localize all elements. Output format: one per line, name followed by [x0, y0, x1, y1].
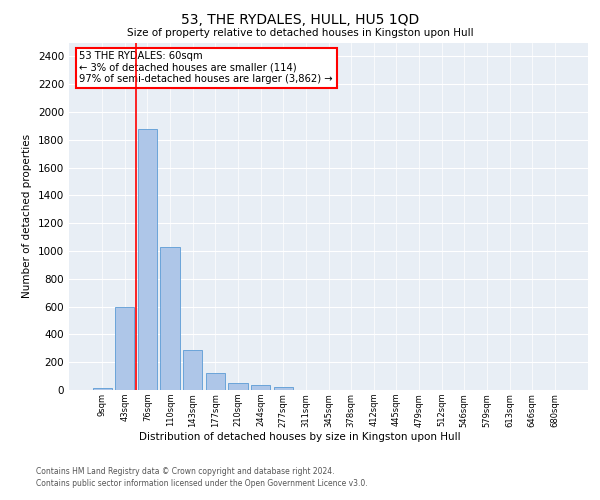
Text: Distribution of detached houses by size in Kingston upon Hull: Distribution of detached houses by size …	[139, 432, 461, 442]
Text: Contains public sector information licensed under the Open Government Licence v3: Contains public sector information licen…	[36, 479, 368, 488]
Bar	[251, 385, 270, 390]
Text: Contains HM Land Registry data © Crown copyright and database right 2024.: Contains HM Land Registry data © Crown c…	[36, 468, 335, 476]
Y-axis label: Number of detached properties: Number of detached properties	[22, 134, 32, 298]
Bar	[183, 350, 202, 390]
Text: 53, THE RYDALES, HULL, HU5 1QD: 53, THE RYDALES, HULL, HU5 1QD	[181, 12, 419, 26]
Bar	[160, 247, 180, 390]
Bar	[274, 387, 293, 390]
Bar	[138, 128, 157, 390]
Text: Size of property relative to detached houses in Kingston upon Hull: Size of property relative to detached ho…	[127, 28, 473, 38]
Text: 53 THE RYDALES: 60sqm
← 3% of detached houses are smaller (114)
97% of semi-deta: 53 THE RYDALES: 60sqm ← 3% of detached h…	[79, 51, 333, 84]
Bar	[92, 388, 112, 390]
Bar	[229, 383, 248, 390]
Bar	[206, 374, 225, 390]
Bar	[115, 306, 134, 390]
